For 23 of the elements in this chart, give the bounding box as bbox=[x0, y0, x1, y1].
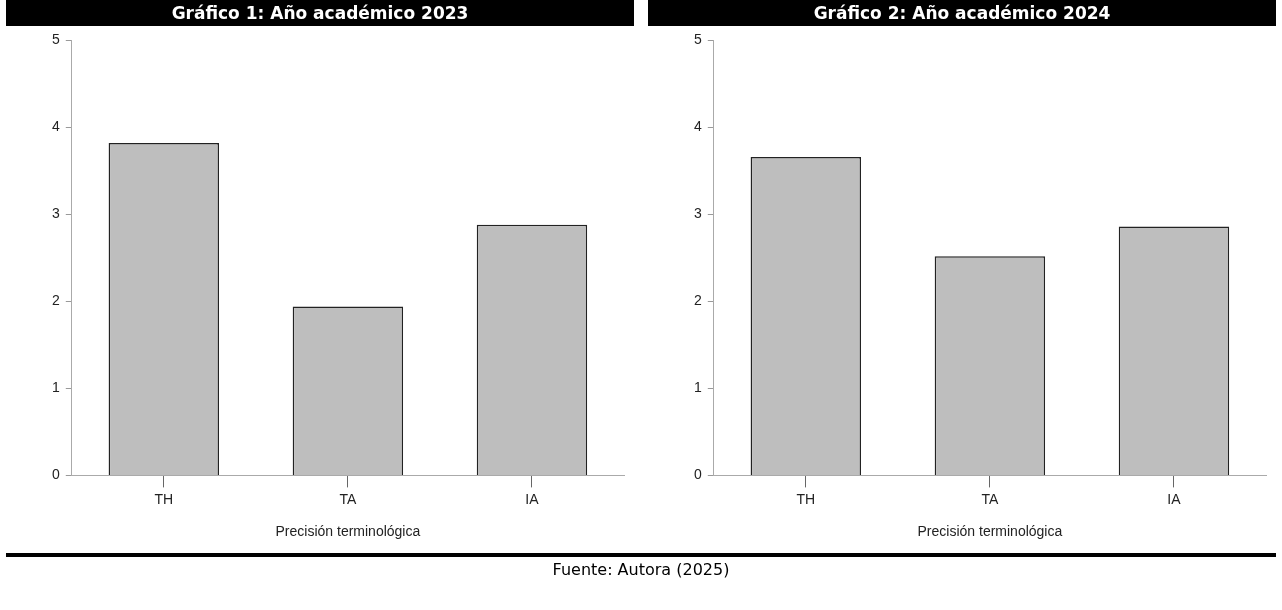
source-note: Fuente: Autora (2025) bbox=[6, 553, 1276, 579]
y-tick-label: 3 bbox=[51, 205, 60, 222]
x-axis-title: Precisión terminológica bbox=[275, 523, 421, 540]
y-tick-label: 5 bbox=[51, 31, 60, 48]
y-tick-label: 2 bbox=[51, 292, 60, 309]
x-tick-label: TA bbox=[339, 490, 357, 507]
y-tick-label: 1 bbox=[51, 379, 60, 396]
y-tick-label: 4 bbox=[51, 118, 60, 135]
y-tick-label: 3 bbox=[693, 205, 702, 222]
y-tick-label: 2 bbox=[693, 292, 702, 309]
x-tick-label: TH bbox=[154, 490, 174, 507]
y-tick-label: 5 bbox=[693, 31, 702, 48]
chart-title: Gráfico 1: Año académico 2023 bbox=[6, 0, 634, 26]
y-tick-label: 1 bbox=[693, 379, 702, 396]
y-tick-label: 0 bbox=[51, 466, 60, 483]
x-tick-label: IA bbox=[525, 490, 540, 507]
x-tick-label: TH bbox=[796, 490, 816, 507]
x-tick-label: TA bbox=[981, 490, 999, 507]
y-tick-label: 0 bbox=[693, 466, 702, 483]
x-axis-title: Precisión terminológica bbox=[917, 523, 1063, 540]
y-tick-label: 4 bbox=[693, 118, 702, 135]
chart-title: Gráfico 2: Año académico 2024 bbox=[648, 0, 1276, 26]
x-tick-label: IA bbox=[1167, 490, 1182, 507]
